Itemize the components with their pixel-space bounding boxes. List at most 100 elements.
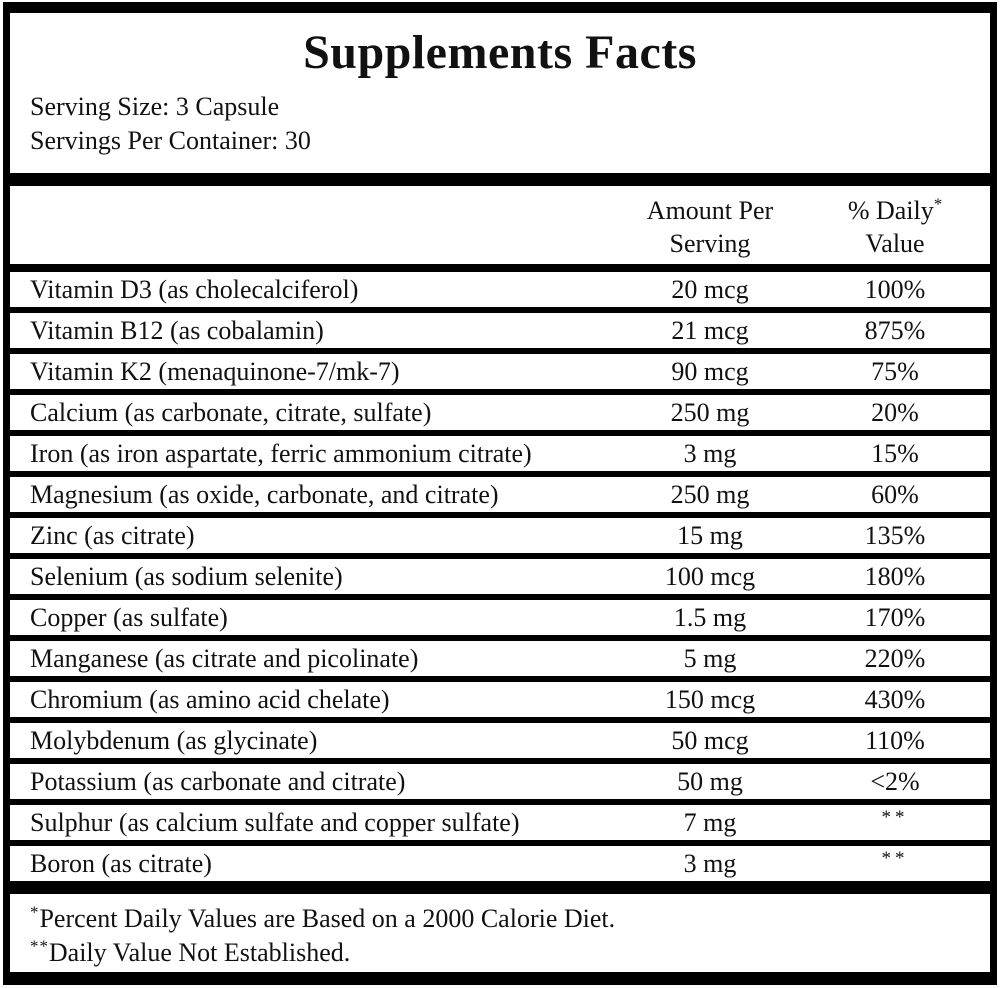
- table-row: Vitamin B12 (as cobalamin) 21 mcg 875%: [30, 313, 970, 348]
- nutrient-name: Copper (as sulfate): [30, 602, 228, 632]
- row-divider: [10, 471, 990, 477]
- nutrient-daily-value: 180%: [864, 561, 926, 591]
- row-divider: [10, 512, 990, 518]
- nutrient-name: Manganese (as citrate and picolinate): [30, 643, 419, 673]
- row-divider: [10, 348, 990, 354]
- nutrient-daily-value: 20%: [871, 397, 919, 427]
- nutrient-daily-value: 75%: [871, 356, 919, 386]
- table-row: Sulphur (as calcium sulfate and copper s…: [30, 805, 970, 840]
- row-divider: [10, 553, 990, 559]
- table-row: Vitamin K2 (menaquinone-7/mk-7) 90 mcg 75%: [30, 354, 970, 389]
- table-body: Vitamin D3 (as cholecalciferol) 20 mcg 100…: [10, 272, 990, 881]
- table-row: Selenium (as sodium selenite) 100 mcg 180%: [30, 559, 970, 594]
- header-daily-line1: % Daily: [847, 196, 934, 225]
- table-row: Calcium (as carbonate, citrate, sulfate)…: [30, 395, 970, 430]
- nutrient-amount: 1.5 mg: [673, 602, 747, 632]
- nutrient-daily-value: 135%: [864, 520, 926, 550]
- table-row: Iron (as iron aspartate, ferric ammonium…: [30, 436, 970, 471]
- header-percent-daily-value: % Daily* Value: [820, 194, 970, 260]
- nutrient-name: Vitamin K2 (menaquinone-7/mk-7): [30, 356, 400, 386]
- nutrient-name: Sulphur (as calcium sulfate and copper s…: [30, 807, 520, 837]
- nutrient-daily-value: 60%: [871, 479, 919, 509]
- divider-thick-bottom: [10, 881, 990, 894]
- nutrient-amount: 100 mcg: [664, 561, 756, 591]
- nutrient-daily-value: **: [820, 806, 970, 838]
- nutrient-daily-value: 875%: [864, 315, 926, 345]
- footnote-daily-values: *Percent Daily Values are Based on a 200…: [30, 902, 970, 936]
- row-divider: [10, 307, 990, 313]
- row-divider: [10, 799, 990, 805]
- nutrient-daily-value: 100%: [864, 274, 926, 304]
- table-row: Molybdenum (as glycinate) 50 mcg 110%: [30, 723, 970, 758]
- nutrient-name: Molybdenum (as glycinate): [30, 725, 318, 755]
- nutrient-name: Selenium (as sodium selenite): [30, 561, 343, 591]
- footnote-text: Daily Value Not Established.: [48, 938, 351, 967]
- nutrient-amount: 50 mcg: [671, 725, 749, 755]
- nutrient-amount: 15 mg: [677, 520, 743, 550]
- not-established-asterisks: **: [881, 806, 909, 828]
- table-row: Copper (as sulfate) 1.5 mg 170%: [30, 600, 970, 635]
- row-divider: [10, 676, 990, 682]
- footnote-not-established: **Daily Value Not Established.: [30, 936, 970, 970]
- nutrient-name: Magnesium (as oxide, carbonate, and citr…: [30, 479, 499, 509]
- row-divider: [10, 717, 990, 723]
- row-divider: [10, 840, 990, 846]
- table-row: Boron (as citrate) 3 mg **: [30, 846, 970, 881]
- nutrient-daily-value: 15%: [871, 438, 919, 468]
- footnote-asterisk: **: [30, 936, 49, 956]
- nutrient-amount: 250 mg: [670, 397, 750, 427]
- supplement-facts-panel: Supplements Facts Serving Size: 3 Capsul…: [3, 2, 997, 985]
- divider-thick-top: [10, 173, 990, 186]
- nutrient-name: Potassium (as carbonate and citrate): [30, 766, 406, 796]
- table-row: Zinc (as citrate) 15 mg 135%: [30, 518, 970, 553]
- servings-per-container: Servings Per Container: 30: [30, 126, 311, 155]
- nutrient-daily-value: 220%: [864, 643, 926, 673]
- header-amount-per-serving: Amount Per Serving: [600, 194, 820, 260]
- nutrient-amount: 90 mcg: [671, 356, 749, 386]
- footnote-asterisk: *: [30, 902, 40, 922]
- row-divider: [10, 430, 990, 436]
- table-header-row: Amount Per Serving % Daily* Value: [30, 186, 970, 264]
- nutrient-amount: 21 mcg: [671, 315, 749, 345]
- row-divider: [10, 758, 990, 764]
- nutrient-amount: 150 mcg: [664, 684, 756, 714]
- nutrient-name: Calcium (as carbonate, citrate, sulfate): [30, 397, 432, 427]
- nutrient-name: Vitamin D3 (as cholecalciferol): [30, 274, 359, 304]
- nutrient-name: Iron (as iron aspartate, ferric ammonium…: [30, 438, 532, 468]
- row-divider: [10, 389, 990, 395]
- nutrient-amount: 7 mg: [683, 807, 737, 837]
- footnote-text: Percent Daily Values are Based on a 2000…: [39, 904, 616, 933]
- nutrient-name: Chromium (as amino acid chelate): [30, 684, 390, 714]
- not-established-asterisks: **: [881, 847, 909, 869]
- panel-title: Supplements Facts: [303, 26, 697, 79]
- nutrient-daily-value: 110%: [865, 725, 925, 755]
- nutrient-daily-value: 170%: [864, 602, 926, 632]
- header-amount-line1: Amount Per: [646, 196, 774, 225]
- nutrient-amount: 3 mg: [683, 848, 737, 878]
- nutrient-daily-value: <2%: [870, 766, 920, 796]
- nutrient-name: Zinc (as citrate): [30, 520, 195, 550]
- header-amount-line2: Serving: [669, 229, 751, 258]
- nutrient-amount: 50 mg: [677, 766, 743, 796]
- table-row: Magnesium (as oxide, carbonate, and citr…: [30, 477, 970, 512]
- nutrient-daily-value: 430%: [864, 684, 926, 714]
- table-row: Manganese (as citrate and picolinate) 5 m…: [30, 641, 970, 676]
- row-divider: [10, 635, 990, 641]
- nutrient-amount: 20 mcg: [671, 274, 749, 304]
- header-nutrient-spacer: [30, 194, 600, 260]
- header-daily-asterisk: *: [933, 194, 943, 214]
- nutrient-amount: 250 mg: [670, 479, 750, 509]
- table-row: Chromium (as amino acid chelate) 150 mcg 4…: [30, 682, 970, 717]
- footnotes: *Percent Daily Values are Based on a 200…: [30, 902, 970, 970]
- table-row: Vitamin D3 (as cholecalciferol) 20 mcg 100…: [30, 272, 970, 307]
- nutrient-amount: 5 mg: [683, 643, 737, 673]
- serving-size: Serving Size: 3 Capsule: [30, 92, 280, 121]
- nutrient-name: Vitamin B12 (as cobalamin): [30, 315, 324, 345]
- nutrient-daily-value: **: [820, 847, 970, 879]
- row-divider: [10, 594, 990, 600]
- nutrient-amount: 3 mg: [683, 438, 737, 468]
- divider-header: [10, 264, 990, 272]
- header-daily-line2: Value: [865, 229, 925, 258]
- table-row: Potassium (as carbonate and citrate) 50 m…: [30, 764, 970, 799]
- nutrient-name: Boron (as citrate): [30, 848, 212, 878]
